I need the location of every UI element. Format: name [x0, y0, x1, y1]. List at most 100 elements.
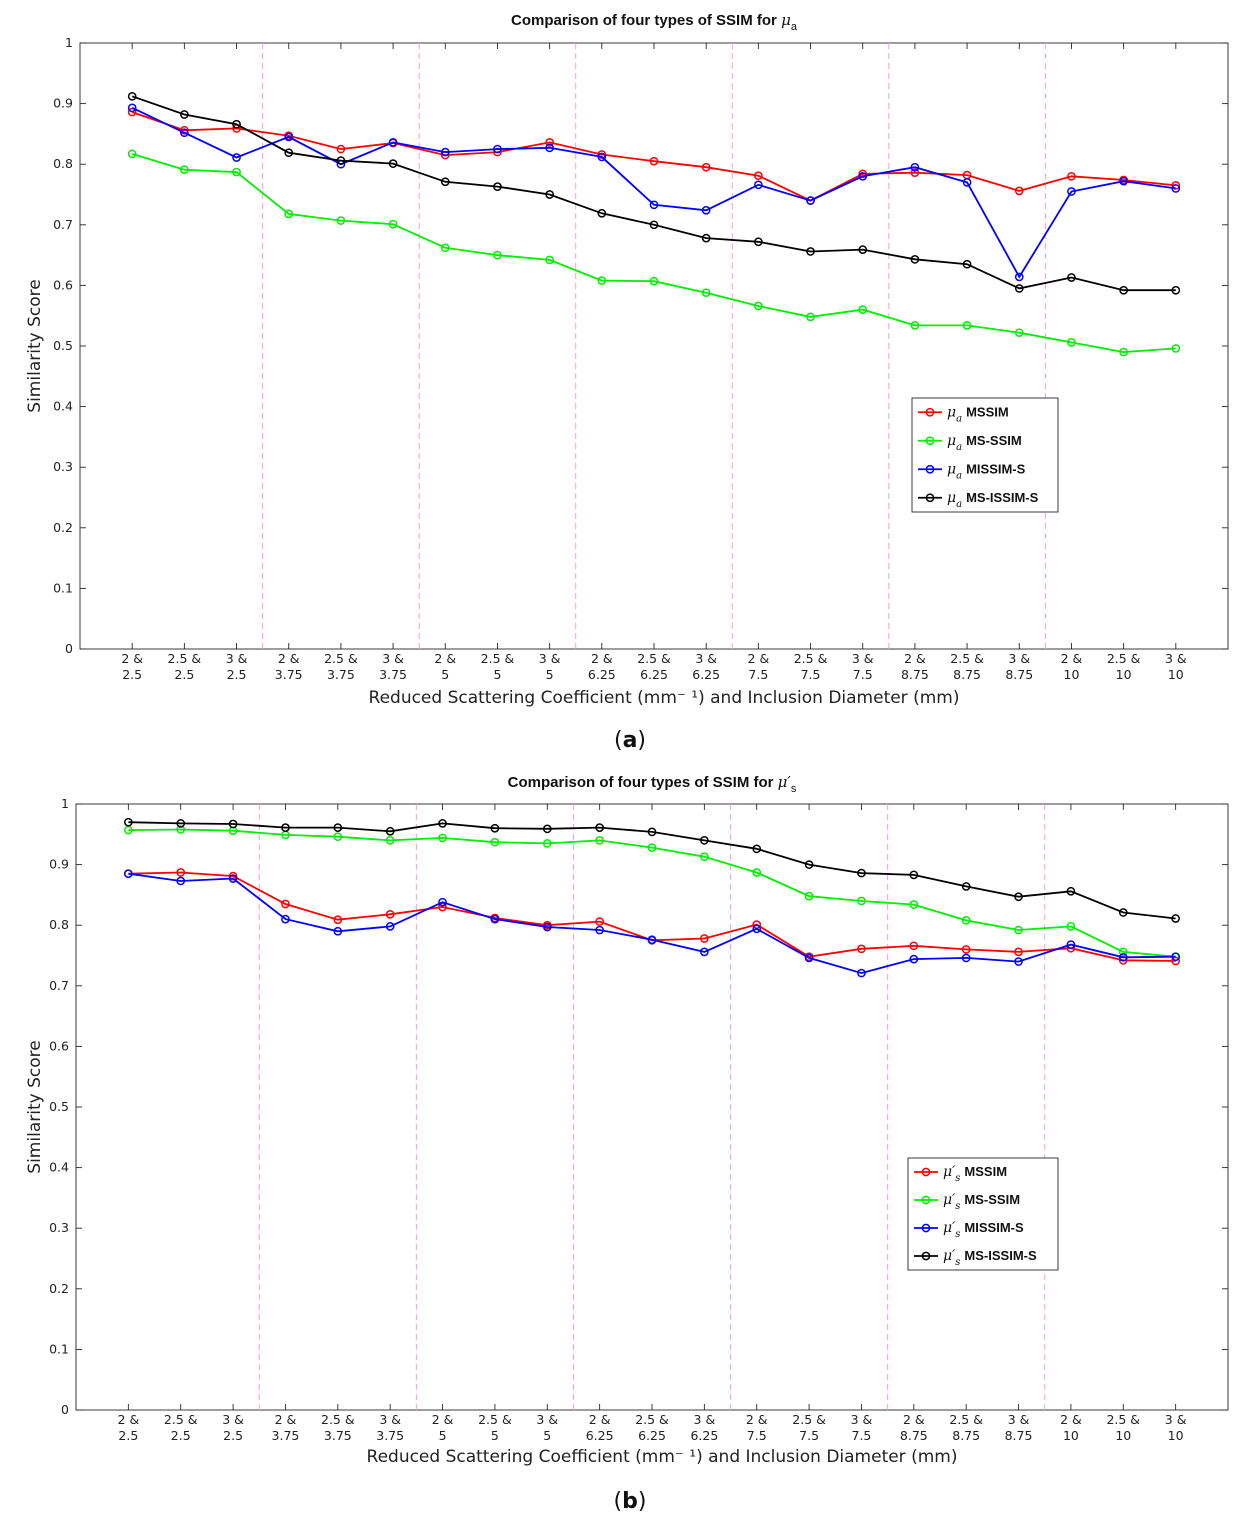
y-tick-label: 0.1 — [53, 580, 73, 595]
data-point — [176, 876, 186, 886]
data-point — [595, 836, 604, 845]
data-point — [176, 825, 186, 834]
data-point — [701, 288, 711, 298]
y-tick-label: 0.9 — [49, 857, 69, 872]
data-point — [232, 119, 241, 129]
y-axis-label: Similarity Score — [25, 279, 45, 412]
legend-marker — [925, 407, 935, 417]
legend-marker — [921, 1251, 931, 1261]
legend-item: μa MISSIM-S — [918, 461, 1026, 481]
data-point — [284, 148, 294, 158]
data-point — [385, 826, 395, 836]
data-point — [1067, 273, 1076, 282]
x-tick-label: 3 & 2.5 — [222, 1412, 244, 1443]
legend-label: μ′s MS-SSIM — [943, 1192, 1020, 1212]
data-point — [281, 914, 290, 924]
data-point — [700, 836, 709, 845]
data-point — [545, 143, 554, 153]
legend-marker — [925, 436, 935, 446]
data-point — [910, 321, 920, 330]
x-tick-label: 2.5 & 6.25 — [635, 1412, 669, 1443]
data-point — [440, 147, 450, 157]
y-tick-label: 0.4 — [49, 1160, 69, 1175]
data-point — [124, 817, 133, 827]
x-tick-label: 3 & 6.25 — [692, 651, 720, 682]
data-point — [180, 165, 189, 175]
x-tick-label: 3 & 7.5 — [851, 1412, 873, 1443]
data-point — [1014, 272, 1024, 282]
data-point — [490, 823, 500, 833]
data-point — [1171, 181, 1181, 190]
legend-item: μa MS-ISSIM-S — [918, 490, 1039, 510]
data-point — [385, 922, 395, 931]
x-tick-label: 2.5 & 10 — [1106, 1412, 1140, 1443]
y-tick-label: 0.2 — [53, 520, 73, 535]
x-tick-label: 3 & 10 — [1165, 1412, 1187, 1443]
x-tick-label: 3 & 10 — [1165, 651, 1187, 682]
x-tick-label: 2.5 & 5 — [481, 651, 515, 682]
data-point — [858, 245, 868, 254]
data-point — [647, 827, 657, 837]
data-point — [124, 869, 133, 879]
data-point — [1119, 176, 1128, 186]
x-tick-label: 2 & 6.25 — [588, 651, 616, 682]
data-point — [1171, 956, 1180, 966]
data-point — [232, 167, 241, 177]
data-point — [806, 247, 815, 256]
legend-item: μa MS-SSIM — [918, 433, 1022, 453]
data-point — [336, 156, 346, 165]
data-point — [336, 144, 346, 154]
data-point — [752, 868, 762, 877]
legend-marker — [925, 493, 935, 503]
legend-item: μ′s MS-ISSIM-S — [914, 1248, 1037, 1268]
data-point — [700, 934, 709, 943]
data-point — [438, 902, 447, 912]
x-tick-label: 2 & 10 — [1060, 1412, 1082, 1443]
x-tick-label: 2.5 & 2.5 — [164, 1412, 198, 1443]
legend-item: μ′s MISSIM-S — [914, 1220, 1024, 1240]
legend-label: μa MSSIM — [947, 404, 1009, 424]
data-point — [545, 138, 554, 147]
data-point — [961, 916, 971, 925]
data-point — [127, 103, 137, 113]
legend-label: μa MS-ISSIM-S — [947, 490, 1039, 510]
data-point — [857, 968, 866, 978]
data-point — [700, 947, 709, 957]
data-point — [333, 926, 343, 936]
data-point — [336, 216, 346, 225]
data-point — [701, 233, 711, 243]
data-point — [438, 897, 447, 907]
plot-area — [75, 803, 1229, 1411]
x-tick-label: 3 & 3.75 — [379, 651, 407, 682]
x-tick-label: 2 & 5 — [434, 651, 456, 682]
data-point — [284, 132, 294, 142]
data-point — [804, 953, 814, 963]
x-axis-label: Reduced Scattering Coefficient (mm⁻ ¹) a… — [367, 1447, 958, 1467]
y-tick-label: 0 — [61, 1402, 69, 1417]
x-tick-label: 2 & 3.75 — [272, 1412, 300, 1443]
data-point — [1014, 947, 1023, 957]
y-tick-label: 0.6 — [49, 1038, 69, 1053]
data-point — [490, 837, 500, 847]
data-point — [597, 208, 607, 218]
y-tick-label: 1 — [61, 796, 69, 811]
legend: μ′s MSSIM μ′s MS-SSIM μ′s MISSIM-S μ′s MS-ISSIM… — [907, 1157, 1059, 1271]
data-point — [284, 209, 294, 219]
panel-caption: (b) — [614, 1489, 647, 1514]
data-point — [1171, 285, 1181, 295]
series-missim-s — [124, 869, 1180, 978]
data-point — [1171, 184, 1181, 193]
legend-item: μ′s MSSIM — [914, 1164, 1007, 1184]
y-tick-label: 0.2 — [49, 1281, 69, 1296]
data-point — [1014, 284, 1024, 293]
x-tick-label: 2.5 & 3.75 — [324, 651, 358, 682]
data-point — [1067, 338, 1076, 347]
panel-caption: (a) — [614, 728, 646, 753]
y-tick-label: 0.4 — [53, 399, 73, 414]
legend-marker — [921, 1195, 931, 1205]
data-point — [1119, 285, 1128, 295]
data-point — [542, 824, 552, 834]
data-point — [857, 868, 866, 878]
data-point — [597, 152, 607, 162]
y-tick-label: 0.7 — [53, 217, 73, 232]
